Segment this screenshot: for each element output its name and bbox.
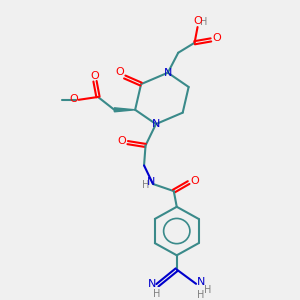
Text: O: O [193, 16, 202, 26]
Text: N: N [197, 278, 206, 287]
Text: H: H [153, 290, 160, 299]
Text: O: O [190, 176, 199, 186]
Text: N: N [152, 119, 160, 129]
Text: H: H [197, 290, 204, 300]
Text: O: O [69, 94, 78, 104]
Text: H: H [142, 180, 149, 190]
Text: N: N [164, 68, 172, 78]
Text: N: N [148, 279, 156, 289]
Text: O: O [212, 34, 221, 44]
Text: O: O [91, 70, 99, 81]
Text: O: O [117, 136, 126, 146]
Text: H: H [200, 17, 208, 27]
Text: N: N [147, 177, 156, 187]
Text: O: O [115, 67, 124, 77]
Text: H: H [204, 285, 211, 295]
Polygon shape [114, 108, 135, 112]
